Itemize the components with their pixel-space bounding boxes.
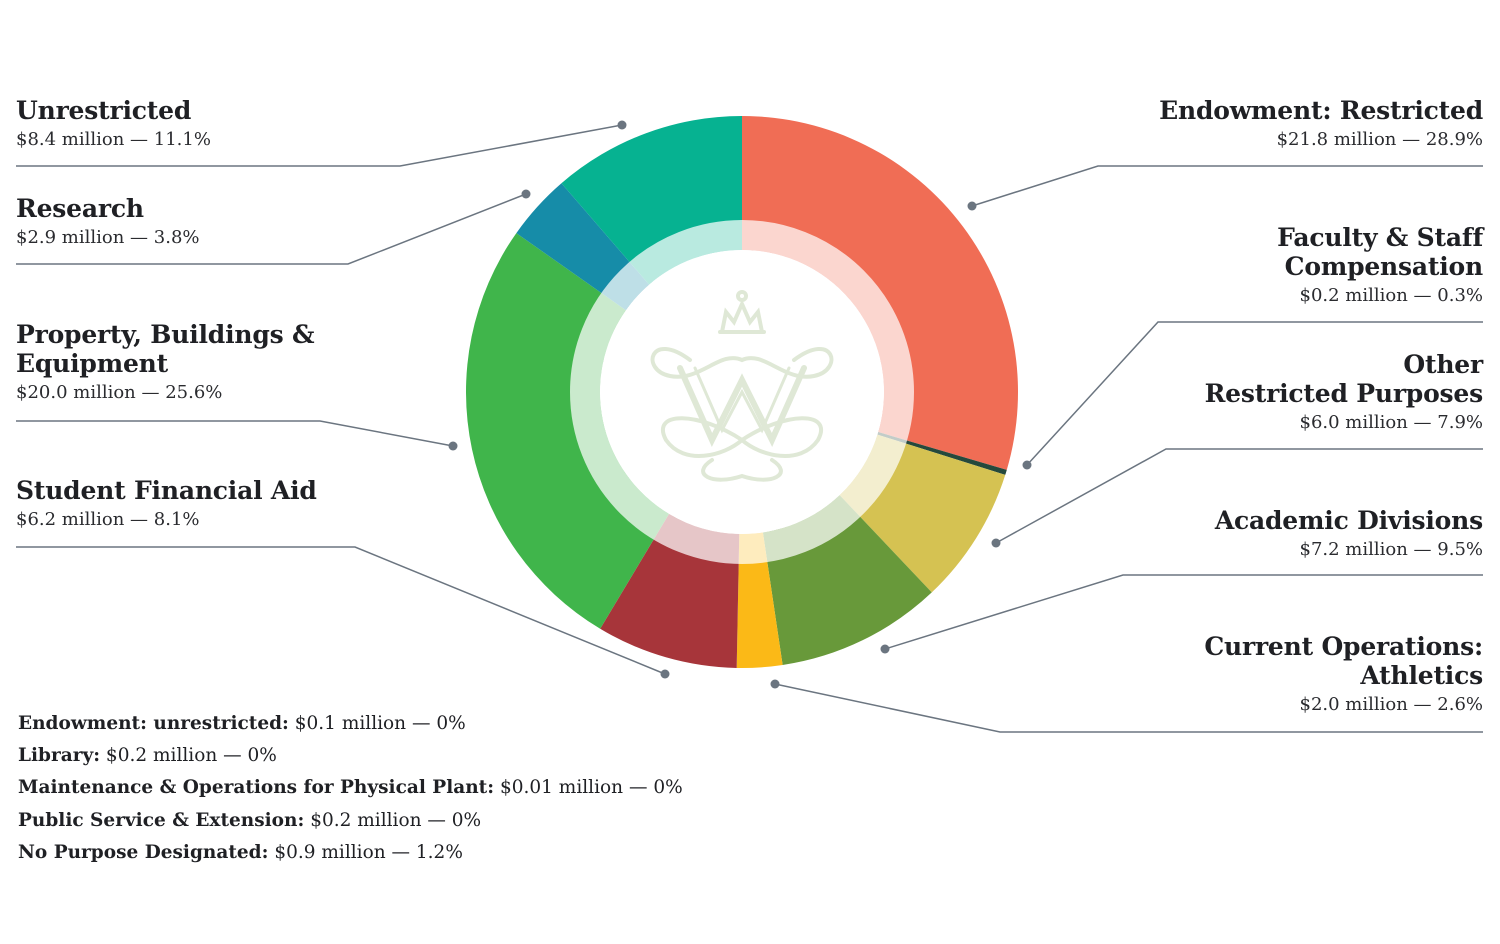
label-faculty-name-line2: Compensation <box>1284 252 1484 281</box>
leader-line <box>995 448 1483 544</box>
leader-line <box>16 546 666 675</box>
donut-slice-current-operations-athletics <box>736 532 783 668</box>
label-faculty-name-line1: Faculty & Staff <box>1277 223 1483 252</box>
unplotted-item-label: No Purpose Designated: <box>18 841 269 863</box>
label-athletics-value: $2.0 million — 2.6% <box>1299 694 1484 715</box>
leader-dot <box>991 538 1001 548</box>
leader-dot <box>967 201 977 211</box>
unplotted-item: No Purpose Designated: $0.9 million — 1.… <box>18 837 683 869</box>
leader-line <box>774 683 1483 733</box>
leader-dot <box>880 644 890 654</box>
label-property-name-line2: Equipment <box>16 349 168 378</box>
unplotted-item-value: $0.1 million — 0% <box>294 713 466 734</box>
label-other-restricted-name-line2: Restricted Purposes <box>1204 379 1484 408</box>
leader-dot <box>770 679 780 689</box>
leader-line <box>16 124 623 167</box>
label-faculty: Faculty & Staff Compensation $0.2 millio… <box>1003 223 1483 309</box>
unplotted-item-label: Endowment: unrestricted: <box>18 713 289 734</box>
label-student-aid-name: Student Financial Aid <box>16 476 317 505</box>
leader-dot <box>521 189 531 199</box>
leader-dots <box>448 120 1032 689</box>
unplotted-item: Library: $0.2 million — 0% <box>18 740 683 772</box>
label-endowment-restricted: Endowment: Restricted $21.8 million — 28… <box>1003 96 1483 153</box>
label-athletics: Current Operations: Athletics $2.0 milli… <box>1003 632 1483 718</box>
unplotted-item: Endowment: unrestricted: $0.1 million — … <box>18 708 683 740</box>
leader-dot <box>660 669 670 679</box>
label-academic: Academic Divisions $7.2 million — 9.5% <box>1003 506 1483 563</box>
leader-lines <box>16 124 1483 733</box>
leader-line <box>16 420 454 447</box>
label-other-restricted-value: $6.0 million — 7.9% <box>1299 412 1484 433</box>
leader-dot <box>448 441 458 451</box>
label-endowment-restricted-value: $21.8 million — 28.9% <box>1276 129 1483 150</box>
donut-slices <box>466 116 1019 668</box>
donut-inner-ring <box>570 220 914 564</box>
unplotted-item: Public Service & Extension: $0.2 million… <box>18 805 683 837</box>
unplotted-item-label: Library: <box>18 745 101 767</box>
label-student-aid: Student Financial Aid $6.2 million — 8.1… <box>16 476 496 533</box>
leader-line <box>1026 321 1483 466</box>
label-student-aid-value: $6.2 million — 8.1% <box>16 509 200 530</box>
label-other-restricted-name-line1: Other <box>1403 350 1483 379</box>
label-academic-value: $7.2 million — 9.5% <box>1299 539 1484 560</box>
donut-slice-faculty-staff-compensation <box>877 432 1007 475</box>
label-unrestricted-name: Unrestricted <box>16 96 192 125</box>
cypher-crown-emblem-icon <box>650 290 834 482</box>
label-athletics-name-line1: Current Operations: <box>1204 632 1483 661</box>
label-faculty-value: $0.2 million — 0.3% <box>1299 285 1484 306</box>
label-unrestricted-value: $8.4 million — 11.1% <box>16 129 211 150</box>
unplotted-item: Maintenance & Operations for Physical Pl… <box>18 772 683 804</box>
leader-dot <box>617 120 627 130</box>
donut-slice-property-buildings-equipment <box>466 233 670 629</box>
unplotted-item-value: $0.2 million — 0% <box>310 809 482 831</box>
unplotted-item-value: $0.2 million — 0% <box>105 745 277 767</box>
label-research-value: $2.9 million — 3.8% <box>16 227 200 248</box>
label-endowment-restricted-name: Endowment: Restricted <box>1159 96 1483 125</box>
label-athletics-name-line2: Athletics <box>1360 661 1483 690</box>
label-property-value: $20.0 million — 25.6% <box>16 382 223 403</box>
label-research-name: Research <box>16 194 144 223</box>
unplotted-item-label: Public Service & Extension: <box>18 809 305 831</box>
unplotted-item-value: $0.9 million — 1.2% <box>274 841 463 863</box>
label-research: Research $2.9 million — 3.8% <box>16 194 496 251</box>
leader-line <box>971 165 1483 207</box>
leader-line <box>16 193 527 265</box>
label-property-name-line1: Property, Buildings & <box>16 320 315 349</box>
label-property: Property, Buildings & Equipment $20.0 mi… <box>16 320 496 406</box>
leader-line <box>884 574 1483 650</box>
leader-dot <box>1022 460 1032 470</box>
unplotted-items-list: Endowment: unrestricted: $0.1 million — … <box>18 708 683 869</box>
unplotted-item-label: Maintenance & Operations for Physical Pl… <box>18 777 495 799</box>
label-other-restricted: Other Restricted Purposes $6.0 million —… <box>1003 350 1484 436</box>
unplotted-item-value: $0.01 million — 0% <box>499 777 683 799</box>
label-academic-name: Academic Divisions <box>1214 506 1483 535</box>
label-unrestricted: Unrestricted $8.4 million — 11.1% <box>16 96 496 153</box>
